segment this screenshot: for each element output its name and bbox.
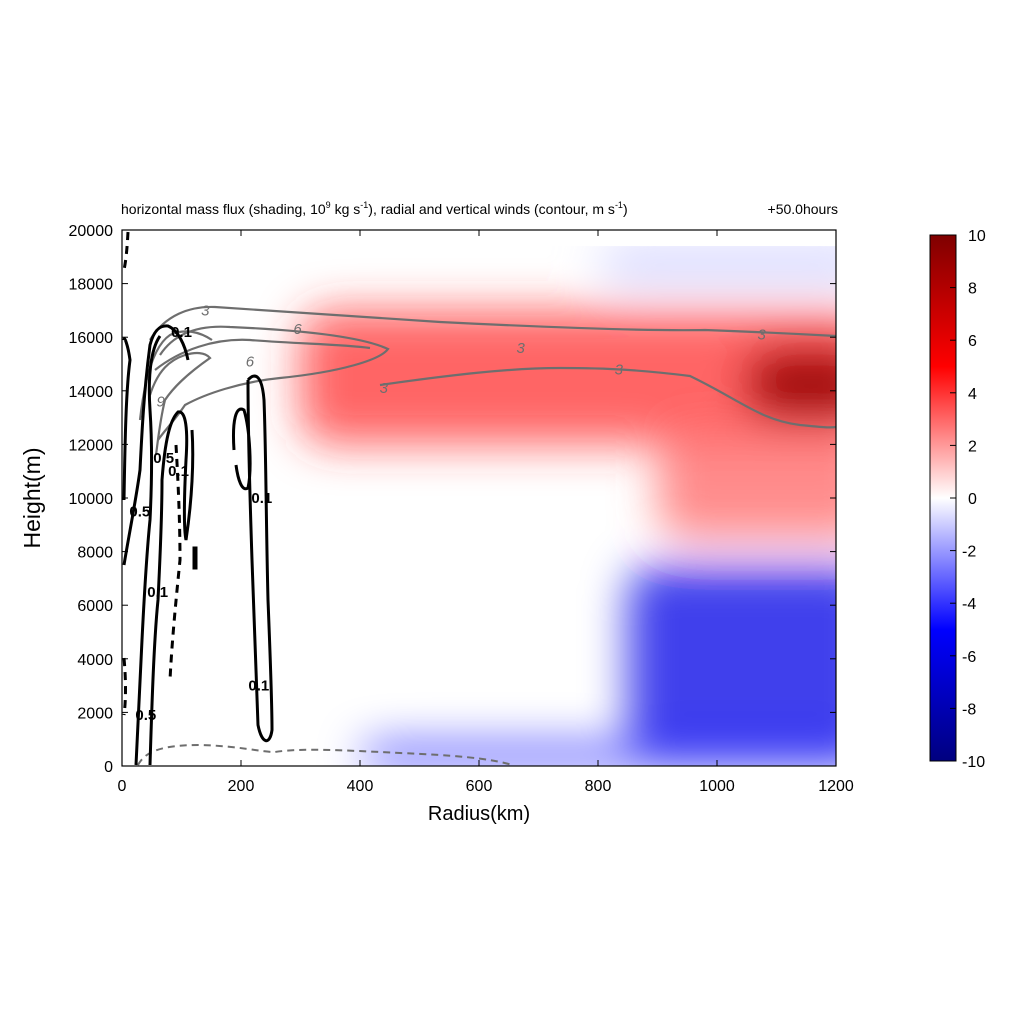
vertical-contour-left-low — [122, 324, 190, 566]
shading-region — [657, 431, 836, 539]
x-tick-label: 800 — [585, 778, 612, 795]
colorbar-tick-label: 10 — [968, 228, 986, 245]
contour-label: 3 — [380, 380, 389, 397]
contour-lines — [122, 231, 836, 766]
colorbar-ticks: -10 -8 -6 -4 -2 0 2 4 6 8 10 — [950, 228, 986, 771]
y-axis: 0 2000 4000 6000 8000 10000 12000 14000 16000 180… — [69, 223, 836, 776]
colorbar-tick-label: 6 — [968, 333, 977, 350]
y-tick-label: 10000 — [69, 491, 114, 508]
radial-contour-9 — [148, 351, 212, 456]
vertical-contour-eyewall — [134, 335, 162, 766]
x-tick-label: 0 — [118, 778, 127, 795]
radial-contour-6 — [157, 325, 390, 441]
colorbar-tick-label: -8 — [962, 701, 976, 718]
colorbar-tick-label: -4 — [962, 596, 976, 613]
y-tick-label: 20000 — [69, 223, 114, 240]
contour-label: 0.5 — [153, 450, 174, 467]
x-tick-label: 1200 — [818, 778, 854, 795]
colorbar-tick-label: 2 — [968, 438, 977, 455]
no-data-strip — [122, 230, 836, 247]
y-tick-label: 0 — [104, 759, 113, 776]
y-axis-title: Height(m) — [19, 448, 45, 549]
vertical-contour-small — [192, 546, 198, 570]
contour-label: 0.5 — [129, 503, 150, 520]
vertical-contour-outer — [232, 374, 274, 743]
colorbar-tick-label: -2 — [962, 544, 976, 561]
shading-region — [746, 350, 836, 418]
y-tick-label: 12000 — [69, 437, 114, 454]
chart-title: horizontal mass flux (shading, 109 kg s-… — [121, 200, 628, 217]
contour-label: 9 — [157, 394, 166, 411]
shading-region — [598, 243, 836, 284]
contour-label: 3 — [201, 302, 210, 319]
y-tick-label: 16000 — [69, 330, 114, 347]
contour-label: 6 — [246, 353, 255, 370]
contour-label: 3 — [615, 361, 624, 378]
contour-label: 0.5 — [135, 707, 156, 724]
colorbar-tick-label: 8 — [968, 281, 977, 298]
vertical-contour-negative — [122, 231, 182, 716]
colorbar-tick-label: 4 — [968, 386, 977, 403]
contour-label: 3 — [757, 327, 766, 344]
colorbar-tick-label: 0 — [968, 491, 977, 508]
contour-label: 0.1 — [147, 584, 168, 601]
colorbar-tick-label: -10 — [962, 754, 985, 771]
y-tick-label: 6000 — [77, 598, 113, 615]
time-label: +50.0hours — [768, 201, 838, 217]
contour-label: 3 — [516, 340, 525, 357]
y-tick-label: 14000 — [69, 384, 114, 401]
radial-contour-negative — [137, 743, 513, 766]
contour-label: 0.1 — [248, 678, 269, 695]
y-tick-label: 18000 — [69, 277, 114, 294]
vertical-contour-left — [122, 337, 132, 501]
x-axis-title: Radius(km) — [428, 803, 530, 825]
x-tick-label: 200 — [228, 778, 255, 795]
x-tick-label: 600 — [466, 778, 493, 795]
radial-contour-3 — [149, 305, 836, 341]
y-tick-label: 2000 — [77, 705, 113, 722]
contour-label: 0.1 — [168, 463, 189, 480]
x-axis: 0 200 400 600 800 1000 1200 — [118, 230, 854, 795]
contour-label: 6 — [293, 321, 302, 338]
contour-label: 0.1 — [251, 490, 272, 507]
shading-region — [627, 565, 836, 753]
y-tick-label: 8000 — [77, 545, 113, 562]
contour-label: 0.1 — [171, 324, 192, 341]
radial-contour-3-lower — [154, 338, 836, 429]
x-tick-label: 1000 — [699, 778, 735, 795]
y-tick-label: 4000 — [77, 652, 113, 669]
vertical-contour-main — [148, 410, 195, 766]
shading-region — [300, 310, 836, 445]
colorbar-tick-label: -6 — [962, 649, 976, 666]
x-tick-label: 400 — [347, 778, 374, 795]
